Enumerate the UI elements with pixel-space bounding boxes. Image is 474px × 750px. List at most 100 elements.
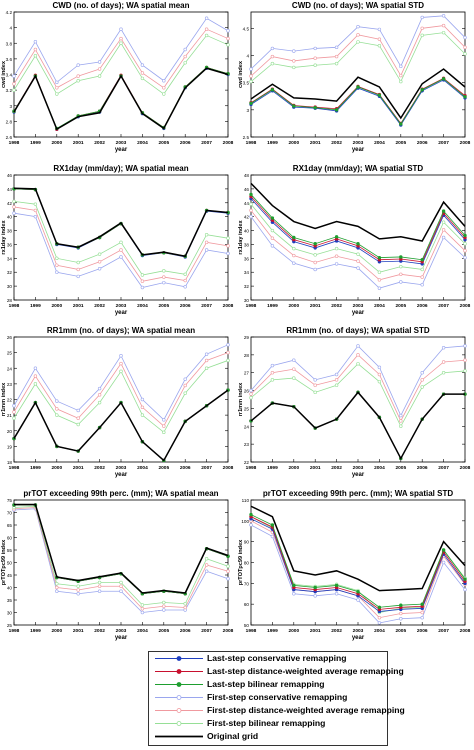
data-point bbox=[55, 92, 59, 96]
y-tick-label: 65 bbox=[7, 523, 13, 528]
data-point bbox=[97, 584, 102, 588]
data-point bbox=[441, 371, 446, 375]
data-point bbox=[249, 512, 253, 517]
data-point bbox=[441, 30, 446, 35]
y-axis-label: rr1mm index bbox=[1, 382, 7, 416]
data-point bbox=[76, 260, 80, 265]
y-tick-label: 45 bbox=[7, 573, 13, 578]
x-tick-label: 1999 bbox=[267, 628, 278, 634]
data-point bbox=[249, 396, 253, 400]
y-tick-label: 75 bbox=[7, 498, 13, 503]
data-point bbox=[377, 43, 382, 48]
data-point bbox=[204, 16, 209, 20]
data-point bbox=[313, 105, 317, 110]
data-point bbox=[313, 378, 317, 382]
x-tick-label: 1999 bbox=[30, 140, 41, 146]
data-point bbox=[334, 61, 339, 66]
data-point bbox=[463, 248, 467, 253]
series-line-original-grid bbox=[250, 391, 465, 461]
data-point bbox=[204, 569, 209, 573]
data-point bbox=[249, 202, 253, 206]
y-tick-label: 70 bbox=[244, 581, 250, 586]
data-point bbox=[226, 36, 230, 41]
data-point bbox=[249, 74, 253, 78]
line-chart-panel: prTOT exceeding 99th perc. (mm); WA spat… bbox=[238, 489, 471, 641]
x-tick-label: 2001 bbox=[73, 465, 84, 471]
data-point bbox=[55, 413, 59, 417]
data-point bbox=[292, 235, 296, 240]
x-tick-label: 2008 bbox=[223, 465, 234, 471]
data-point bbox=[140, 607, 145, 611]
x-tick-label: 2008 bbox=[223, 303, 234, 309]
y-tick-label: 48 bbox=[244, 173, 250, 178]
data-point bbox=[356, 242, 360, 246]
x-tick-label: 2000 bbox=[288, 140, 299, 146]
data-point bbox=[76, 408, 80, 413]
data-point bbox=[33, 374, 38, 378]
data-point bbox=[463, 95, 467, 99]
y-axis-label: prTOTpc99 index bbox=[1, 539, 7, 585]
y-tick-label: 24 bbox=[7, 366, 13, 371]
data-point bbox=[420, 267, 424, 272]
x-tick-label: 1999 bbox=[30, 628, 41, 634]
data-point bbox=[226, 43, 230, 47]
data-point bbox=[119, 354, 123, 358]
data-point bbox=[441, 77, 446, 81]
data-point bbox=[226, 350, 230, 355]
y-tick-label: 90 bbox=[244, 540, 250, 545]
data-point bbox=[183, 61, 187, 65]
data-point bbox=[97, 67, 102, 71]
data-point bbox=[249, 392, 253, 396]
data-point bbox=[292, 376, 296, 380]
data-point bbox=[76, 592, 80, 596]
legend-label: First-step conservative remapping bbox=[207, 692, 348, 702]
data-point bbox=[334, 378, 339, 382]
data-point bbox=[204, 358, 209, 363]
data-point bbox=[12, 205, 16, 209]
x-tick-label: 1999 bbox=[267, 140, 278, 146]
data-point bbox=[204, 33, 209, 38]
x-tick-label: 2004 bbox=[374, 140, 385, 146]
y-tick-label: 42 bbox=[7, 201, 13, 206]
x-tick-label: 2007 bbox=[201, 628, 212, 634]
data-point bbox=[249, 101, 253, 106]
x-tick-label: 2007 bbox=[201, 303, 212, 309]
x-tick-label: 2006 bbox=[417, 628, 428, 634]
data-point bbox=[119, 589, 123, 593]
data-point bbox=[463, 369, 467, 373]
x-tick-label: 1999 bbox=[267, 465, 278, 471]
y-tick-label: 44 bbox=[244, 201, 250, 206]
x-axis-label: year bbox=[352, 310, 365, 316]
x-tick-label: 2002 bbox=[331, 140, 342, 146]
data-point bbox=[463, 587, 467, 592]
x-tick-label: 2005 bbox=[158, 465, 169, 471]
chart-title: CWD (no. of days); WA spatial mean bbox=[52, 1, 189, 10]
data-point bbox=[292, 583, 296, 588]
data-point bbox=[292, 253, 296, 258]
data-point bbox=[76, 267, 80, 272]
data-point bbox=[313, 242, 317, 246]
y-tick-label: 46 bbox=[7, 173, 13, 178]
data-point bbox=[162, 280, 166, 285]
x-tick-label: 2007 bbox=[438, 140, 449, 146]
data-point bbox=[356, 344, 360, 348]
x-tick-label: 1998 bbox=[246, 465, 257, 471]
y-tick-label: 25 bbox=[7, 623, 13, 628]
x-tick-label: 2003 bbox=[116, 303, 127, 309]
x-tick-label: 2005 bbox=[158, 303, 169, 309]
y-tick-label: 21 bbox=[7, 413, 13, 418]
data-point bbox=[119, 248, 123, 252]
x-tick-label: 2002 bbox=[94, 465, 105, 471]
x-tick-label: 2001 bbox=[310, 140, 321, 146]
x-tick-label: 2000 bbox=[288, 465, 299, 471]
y-tick-label: 22 bbox=[244, 460, 250, 465]
x-tick-label: 2005 bbox=[158, 628, 169, 634]
y-tick-label: 36 bbox=[7, 242, 13, 247]
data-point bbox=[204, 557, 209, 561]
data-point bbox=[356, 353, 360, 357]
data-point bbox=[55, 582, 59, 586]
x-tick-label: 2001 bbox=[310, 628, 321, 634]
x-tick-label: 2007 bbox=[438, 303, 449, 309]
data-point bbox=[162, 608, 166, 612]
y-tick-label: 23 bbox=[244, 442, 250, 447]
